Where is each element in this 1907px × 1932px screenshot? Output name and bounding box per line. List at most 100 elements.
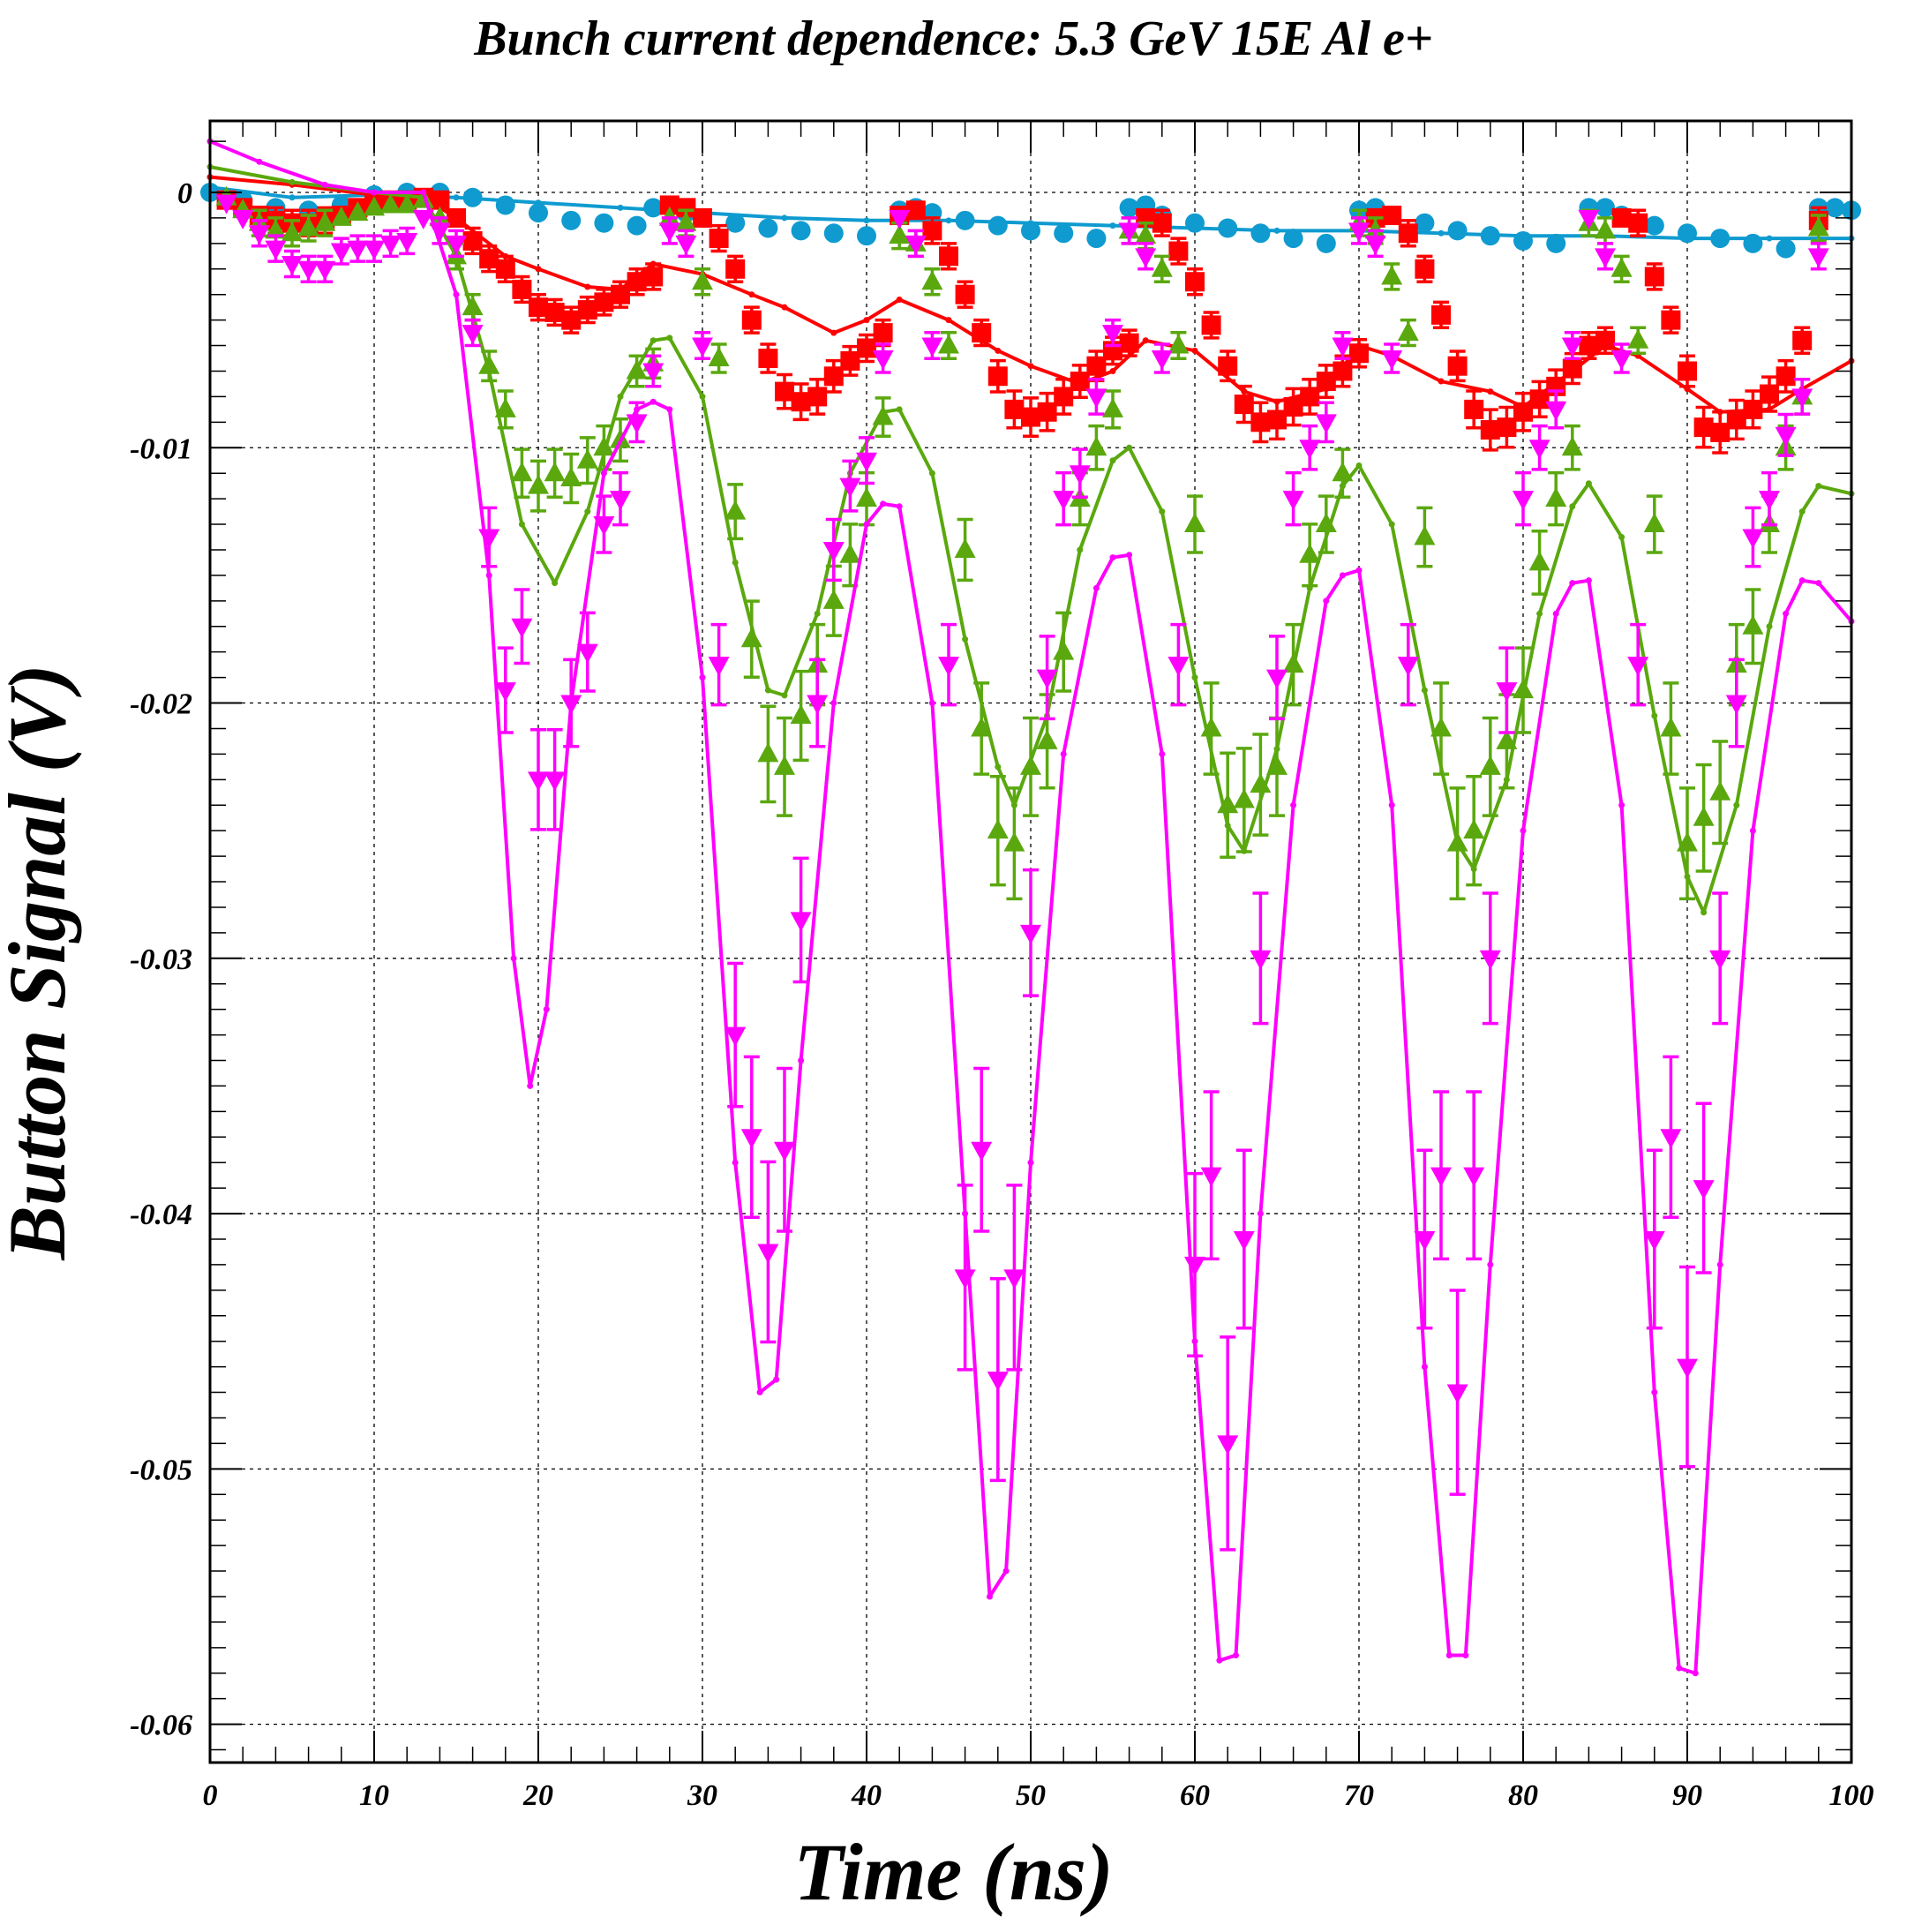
data-point	[1200, 1167, 1222, 1187]
data-point	[1364, 235, 1386, 255]
data-point	[1578, 209, 1600, 229]
data-point	[1349, 343, 1369, 364]
data-point	[593, 516, 615, 537]
data-point	[1464, 399, 1484, 419]
series-line-marker	[1445, 1652, 1453, 1659]
data-point	[529, 203, 548, 223]
series-line-marker	[781, 692, 788, 699]
data-point	[972, 323, 992, 343]
data-point	[1167, 657, 1190, 677]
data-point	[857, 226, 876, 246]
data-point	[1201, 315, 1221, 335]
series-line-marker	[1339, 572, 1346, 579]
series-line-marker	[896, 406, 903, 413]
series-line-marker	[1766, 235, 1773, 242]
data-point	[1693, 1180, 1715, 1200]
data-point	[347, 240, 369, 260]
data-point	[627, 272, 647, 292]
data-point	[1152, 213, 1172, 233]
series-line-marker	[1092, 584, 1100, 591]
data-point	[725, 259, 746, 279]
data-point	[364, 196, 385, 216]
series-line-marker	[1676, 1665, 1683, 1672]
data-point	[1595, 198, 1615, 218]
data-point	[1644, 267, 1664, 287]
data-point	[1185, 213, 1205, 233]
data-point	[1283, 229, 1303, 249]
data-point	[1036, 669, 1058, 689]
data-point	[1283, 396, 1303, 417]
data-point	[775, 381, 794, 402]
series-line-marker	[773, 1376, 780, 1383]
data-point	[1004, 399, 1025, 419]
data-point	[1299, 543, 1321, 563]
series-line-marker	[830, 700, 837, 707]
data-point	[1218, 218, 1238, 238]
series-line-marker	[1216, 1657, 1223, 1664]
series-line-marker	[1438, 229, 1445, 237]
data-point	[955, 210, 975, 230]
data-point	[807, 695, 829, 715]
series-line-marker	[863, 217, 870, 224]
series-line-marker	[1487, 388, 1494, 395]
y-tick-label: -0.02	[130, 688, 192, 721]
series-line-marker	[1109, 457, 1116, 464]
data-point	[1759, 491, 1780, 511]
series-line-marker	[1487, 1261, 1494, 1268]
data-point	[1677, 831, 1698, 852]
data-point	[1381, 265, 1403, 285]
series-line-marker	[256, 158, 263, 165]
data-point	[823, 223, 844, 244]
data-point	[528, 474, 549, 494]
data-point	[282, 222, 303, 242]
series-line-marker	[1191, 674, 1198, 681]
data-point	[741, 310, 762, 330]
data-point	[1678, 223, 1697, 244]
data-point	[1611, 207, 1632, 228]
data-point	[1300, 387, 1320, 407]
series-line-marker	[995, 347, 1002, 354]
data-point	[528, 771, 549, 792]
data-point	[1710, 229, 1731, 249]
data-point	[1085, 436, 1107, 456]
series-line-marker	[1815, 580, 1822, 587]
data-point	[840, 350, 860, 371]
data-point	[593, 436, 615, 456]
series-4	[206, 138, 1855, 1677]
series-line-marker	[863, 317, 870, 324]
series-line-marker	[732, 1159, 739, 1166]
data-point	[494, 682, 516, 703]
data-point	[757, 742, 779, 763]
data-point	[314, 211, 336, 231]
series-line-marker	[928, 470, 935, 477]
data-point	[577, 300, 597, 320]
data-point	[692, 337, 713, 357]
series-line-marker	[1388, 801, 1395, 808]
data-point	[807, 387, 828, 407]
data-point	[1726, 410, 1746, 430]
data-point	[822, 541, 845, 561]
series-3	[206, 163, 1855, 916]
series-line-marker	[1783, 610, 1790, 617]
data-point	[708, 347, 730, 367]
data-point	[282, 255, 303, 275]
y-tick-label: -0.05	[130, 1454, 192, 1486]
series-line-marker	[1126, 552, 1133, 559]
x-tick-label: 30	[687, 1779, 717, 1812]
x-tick-label: 100	[1829, 1779, 1874, 1812]
series-line-marker	[1421, 1364, 1428, 1371]
series-line-marker	[995, 763, 1002, 771]
series-line-marker	[1618, 534, 1625, 541]
data-point	[529, 297, 548, 318]
data-point	[1660, 1129, 1682, 1149]
data-point	[1743, 233, 1763, 253]
series-line-marker	[781, 304, 788, 311]
data-point	[1102, 397, 1123, 417]
data-point	[1118, 222, 1140, 243]
data-point	[1151, 257, 1173, 277]
data-point	[1414, 525, 1436, 545]
series-line-marker	[535, 266, 542, 273]
data-point	[725, 500, 747, 520]
series-line-marker	[1142, 337, 1149, 344]
data-point	[856, 452, 877, 472]
